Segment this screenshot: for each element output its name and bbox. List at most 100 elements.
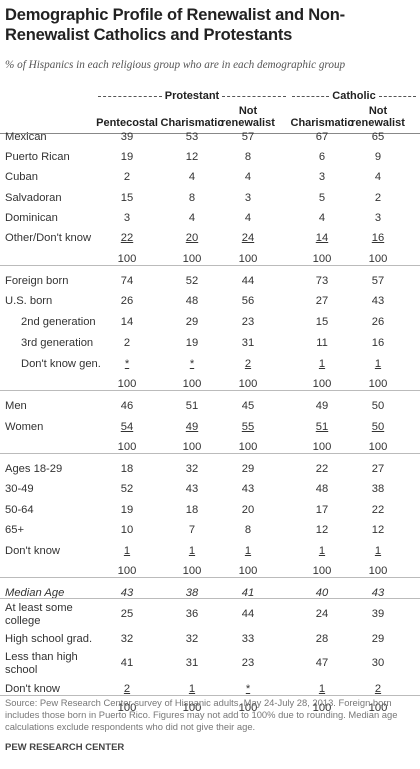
row-label: 65+ bbox=[5, 524, 24, 536]
cell-value: 12 bbox=[371, 524, 385, 536]
cell-value: 23 bbox=[241, 316, 255, 328]
cell-value: 1 bbox=[318, 683, 326, 695]
cell-value: 31 bbox=[185, 657, 199, 669]
cell-value: 100 bbox=[312, 253, 332, 265]
cell-value: 31 bbox=[241, 337, 255, 349]
table-cell: 54 bbox=[97, 421, 157, 433]
cell-value: * bbox=[189, 358, 195, 370]
cell-value: 55 bbox=[241, 421, 255, 433]
table-cell: 9 bbox=[348, 151, 408, 163]
table-cell: 100 bbox=[162, 378, 222, 390]
cell-value: 3 bbox=[123, 212, 131, 224]
table-cell: 1 bbox=[162, 545, 222, 557]
table-cell: 4 bbox=[162, 171, 222, 183]
table-cell: 100 bbox=[162, 441, 222, 453]
cell-value: 20 bbox=[185, 232, 199, 244]
row-label: Puerto Rican bbox=[5, 151, 70, 163]
table-cell: 32 bbox=[97, 633, 157, 645]
table-cell: 100 bbox=[218, 702, 278, 714]
table-cell: 17 bbox=[292, 504, 352, 516]
table-cell: 1 bbox=[218, 545, 278, 557]
cell-value: 15 bbox=[120, 192, 134, 204]
cell-value: 19 bbox=[185, 337, 199, 349]
table-cell: * bbox=[218, 683, 278, 695]
table-cell: 20 bbox=[162, 232, 222, 244]
cell-value: 2 bbox=[244, 358, 252, 370]
table-cell: 4 bbox=[218, 212, 278, 224]
table-cell: 7 bbox=[162, 524, 222, 536]
cell-value: 54 bbox=[120, 421, 134, 433]
cell-value: 100 bbox=[368, 441, 388, 453]
cell-value: 100 bbox=[117, 441, 137, 453]
table-cell: 27 bbox=[292, 295, 352, 307]
cell-value: 4 bbox=[244, 212, 252, 224]
table-cell: 47 bbox=[292, 657, 352, 669]
table-cell: 100 bbox=[97, 441, 157, 453]
table-cell: * bbox=[162, 358, 222, 370]
table-cell: 50 bbox=[348, 421, 408, 433]
cell-value: 40 bbox=[315, 587, 329, 599]
cell-value: 36 bbox=[185, 608, 199, 620]
table-cell: 52 bbox=[97, 483, 157, 495]
table-cell: 28 bbox=[292, 633, 352, 645]
cell-value: 100 bbox=[368, 565, 388, 577]
row-label: Mexican bbox=[5, 131, 47, 143]
col-header-catholic-not-renewalist: Not renewalist bbox=[351, 105, 405, 129]
table-cell: 100 bbox=[292, 441, 352, 453]
table-cell: 3 bbox=[348, 212, 408, 224]
cell-value: 22 bbox=[371, 504, 385, 516]
source-note: Source: Pew Research Center survey of Hi… bbox=[5, 697, 398, 732]
cell-value: 44 bbox=[241, 275, 255, 287]
cell-value: 24 bbox=[241, 232, 255, 244]
subtitle: % of Hispanics in each religious group w… bbox=[5, 59, 346, 71]
table-cell: 44 bbox=[218, 608, 278, 620]
table-cell: 1 bbox=[292, 358, 352, 370]
table-cell: 23 bbox=[218, 657, 278, 669]
row-label: Men bbox=[5, 400, 27, 412]
table-cell: 31 bbox=[218, 337, 278, 349]
cell-value: 43 bbox=[371, 587, 385, 599]
cell-value: 100 bbox=[238, 378, 258, 390]
table-cell: 8 bbox=[218, 151, 278, 163]
table-cell: 46 bbox=[97, 400, 157, 412]
cell-value: 11 bbox=[316, 337, 328, 349]
cell-value: 7 bbox=[188, 524, 196, 536]
cell-value: 46 bbox=[120, 400, 134, 412]
section-divider bbox=[0, 577, 420, 578]
table-cell: 100 bbox=[292, 378, 352, 390]
table-cell: 25 bbox=[97, 608, 157, 620]
cell-value: 2 bbox=[374, 192, 382, 204]
cell-value: 100 bbox=[117, 702, 137, 714]
cell-value: 10 bbox=[120, 524, 134, 536]
table-cell: 38 bbox=[162, 587, 222, 599]
section-divider bbox=[0, 265, 420, 266]
cell-value: 2 bbox=[123, 683, 131, 695]
row-label: Don't know bbox=[5, 545, 60, 557]
cell-value: 19 bbox=[120, 504, 134, 516]
cell-value: 15 bbox=[315, 316, 329, 328]
cell-value: 1 bbox=[188, 683, 196, 695]
table-cell: 29 bbox=[162, 316, 222, 328]
cell-value: 100 bbox=[238, 441, 258, 453]
cell-value: 43 bbox=[120, 587, 134, 599]
row-label: 50-64 bbox=[5, 504, 34, 516]
table-cell: 2 bbox=[97, 337, 157, 349]
row-label: Cuban bbox=[5, 171, 38, 183]
row-label: Dominican bbox=[5, 212, 58, 224]
table-cell: 43 bbox=[162, 483, 222, 495]
cell-value: * bbox=[124, 358, 130, 370]
cell-value: 51 bbox=[315, 421, 329, 433]
table-cell: 15 bbox=[292, 316, 352, 328]
cell-value: 100 bbox=[182, 253, 202, 265]
cell-value: 100 bbox=[117, 565, 137, 577]
row-label: Women bbox=[5, 421, 44, 433]
table-cell: 100 bbox=[218, 378, 278, 390]
cell-value: 74 bbox=[120, 275, 134, 287]
table-cell: 1 bbox=[348, 358, 408, 370]
row-label: 3rd generation bbox=[21, 337, 94, 349]
section-divider bbox=[0, 390, 420, 391]
cell-value: 100 bbox=[312, 441, 332, 453]
table-cell: 100 bbox=[348, 565, 408, 577]
table-cell: 1 bbox=[162, 683, 222, 695]
cell-value: 4 bbox=[188, 171, 196, 183]
